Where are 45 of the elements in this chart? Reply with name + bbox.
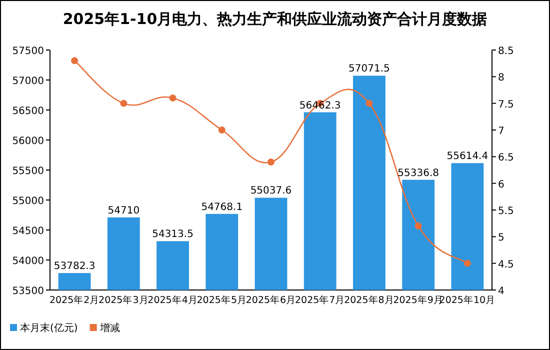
y-tick-label: 56500 [12,106,44,117]
y2-tick-label: 5 [498,232,504,244]
y-tick-label: 54500 [12,226,44,237]
x-tick-label: 2025年3月 [98,294,149,306]
data-label: 54313.5 [152,229,194,240]
x-tick-label: 2025年6月 [246,294,296,306]
chart-title: 2025年1-10月电力、热力生产和供应业流动资产合计月度数据 [62,10,488,28]
data-label: 53782.3 [54,261,96,272]
y2-tick-label: 8 [498,72,504,84]
point [218,126,226,134]
point [366,100,373,107]
data-label: 55336.8 [398,168,440,179]
data-label: 57071.5 [348,64,390,75]
point [414,222,422,230]
y2-tick-label: 8.5 [498,46,514,57]
y2-tick-label: 4 [498,286,504,297]
y-tick-label: 57500 [12,46,44,57]
y2-tick-label: 7 [498,126,504,137]
x-tick-label: 2025年7月 [294,294,346,306]
x-tick-label: 2025年2月 [49,294,100,306]
y-tick-label: 55500 [12,166,44,177]
legend-label: 增减 [98,322,120,334]
point [71,57,78,64]
y2-tick-label: 6.5 [498,152,514,164]
data-label: 54768.1 [201,202,243,213]
legend-label: 本月末(亿元) [20,322,78,334]
x-tick-label: 2025年5月 [196,294,248,306]
data-label: 54710 [108,205,140,216]
point [464,260,471,267]
x-tick-label: 2025年4月 [148,294,198,306]
y2-tick-label: 6 [498,179,504,190]
y2-tick-label: 7.5 [498,99,514,110]
y-tick-label: 56000 [12,136,44,147]
y2-tick-label: 5.5 [498,206,514,217]
y-tick-label: 57000 [12,76,44,87]
y-tick-label: 55000 [12,196,44,207]
point [268,158,274,166]
point [169,94,176,102]
y-tick-label: 53500 [12,286,44,297]
data-label: 55614.4 [446,151,488,162]
y2-tick-label: 4.5 [498,259,514,270]
point [120,100,128,107]
data-label: 55037.6 [250,186,292,197]
x-tick-label: 2025年8月 [344,294,394,306]
y-tick-label: 54000 [12,256,44,267]
